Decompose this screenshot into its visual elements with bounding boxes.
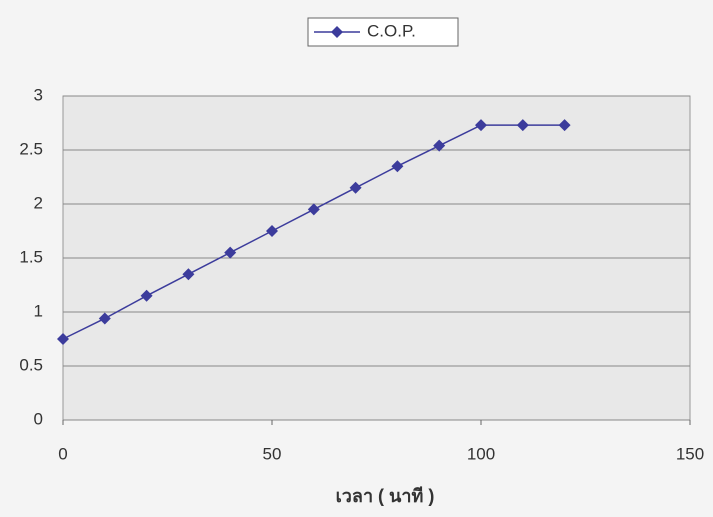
x-tick-label: 0 — [58, 444, 67, 463]
x-tick-label: 50 — [263, 444, 282, 463]
y-tick-label: 1 — [34, 301, 43, 320]
point — [57, 333, 69, 345]
legend-box — [307, 17, 459, 47]
legend-label: C.O.P. — [367, 21, 416, 40]
legend-marker — [331, 26, 343, 38]
point — [98, 312, 111, 325]
y-tick-label: 0 — [34, 409, 43, 428]
y-tick-label: 0.5 — [19, 355, 43, 374]
point — [140, 289, 153, 302]
x-tick-label: 100 — [467, 444, 495, 463]
x-tick-label: 150 — [676, 444, 704, 463]
point — [349, 181, 362, 194]
y-tick-label: 2.5 — [19, 139, 43, 158]
y-tick-label: 1.5 — [19, 247, 43, 266]
point — [307, 203, 320, 216]
point — [391, 160, 404, 173]
point — [224, 246, 237, 259]
x-axis-label: เวลา ( นาที ) — [336, 486, 435, 506]
point — [182, 268, 195, 281]
point — [266, 225, 278, 237]
point — [516, 119, 529, 132]
y-tick-label: 2 — [34, 193, 43, 212]
y-tick-label: 3 — [34, 85, 43, 104]
point — [558, 119, 571, 132]
point — [475, 119, 487, 132]
point — [433, 139, 446, 152]
